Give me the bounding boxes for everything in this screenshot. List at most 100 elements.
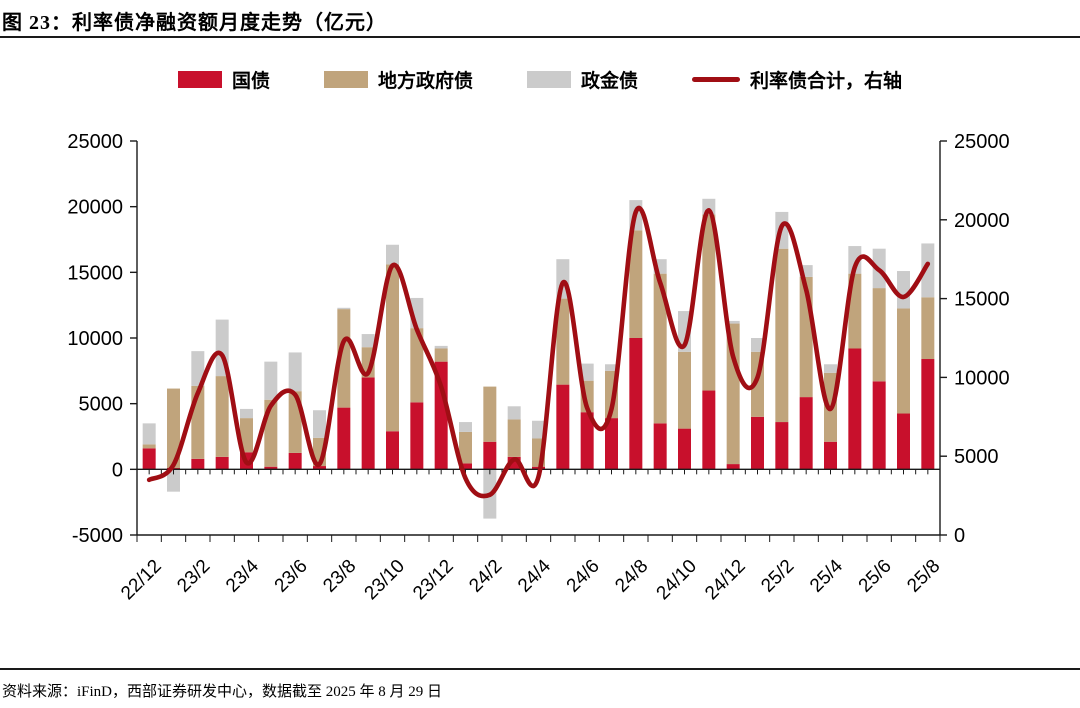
bar-segment-地方政府债 [459,431,472,464]
bar-segment-政金债 [799,265,813,277]
bar-segment-地方政府债 [434,348,448,362]
left-axis-tick-label: 0 [112,459,123,481]
figure-title: 图 23：利率债净融资额月度走势（亿元） [2,12,387,34]
bar-segment-地方政府债 [142,444,156,449]
bar-segment-地方政府债 [483,386,497,442]
bar-segment-国债 [653,423,667,470]
left-axis: 25000 20000 15000 10000 5000 0 -5000 [67,131,137,547]
source-divider [0,668,1080,670]
x-axis-tick-label: 23/6 [271,556,312,597]
bar-segment-地方政府债 [386,264,399,432]
bar-segment-国债 [848,348,862,470]
bar-segment-地方政府债 [167,388,180,469]
x-axis-tick-label: 24/8 [611,556,652,597]
x-axis-tick-label: 24/12 [701,556,749,604]
right-axis-tick-label: 15000 [954,289,1010,311]
bar-segment-国债 [142,448,156,470]
bar-segment-地方政府债 [897,308,910,414]
left-axis-tick-label: 25000 [67,131,123,153]
bar-segment-地方政府债 [410,328,424,403]
bar-segment-国债 [313,466,326,470]
bar-segment-政金债 [386,244,399,265]
bar-segment-地方政府债 [872,288,886,382]
legend-label-total-line: 利率债合计，右轴 [750,71,903,92]
bar-segment-地方政府债 [726,323,740,465]
x-axis-tick-label: 24/2 [465,556,506,597]
bar-segment-国债 [629,338,643,470]
bar-segment-政金债 [824,364,837,373]
bar-segment-地方政府债 [653,273,667,424]
legend-item-localgov: 地方政府债 [323,66,473,93]
x-axis-tick-label: 25/6 [855,556,896,597]
x-axis-tick-label: 23/10 [361,556,409,604]
bar-segment-国债 [288,452,302,470]
bar-segment-政金债 [751,338,764,352]
legend-label-localgov: 地方政府债 [377,71,473,92]
bar-segment-政金债 [191,351,205,386]
bar-segment-政金债 [142,423,156,445]
bar-segment-政金债 [288,352,302,392]
bars-layer [142,198,935,519]
total-line-swatch [692,77,741,82]
bar-segment-国债 [872,381,886,470]
bar-segment-政金债 [264,361,278,400]
bar-segment-国债 [702,390,716,470]
bar-segment-政金债 [361,334,375,348]
bar-segment-国债 [410,402,424,470]
bar-segment-政金债 [848,246,862,274]
x-axis-tick-label: 23/12 [409,556,457,604]
x-axis-tick-label: 25/4 [806,555,847,596]
left-axis-tick-label: 20000 [67,197,123,219]
right-axis-tick-label: 0 [954,525,965,547]
legend-item-treasury: 国债 [177,66,270,93]
bar-segment-地方政府债 [921,297,935,360]
bar-segment-国债 [191,458,205,470]
bar-segment-地方政府债 [337,309,351,408]
bar-segment-国债 [726,464,740,470]
bar-segment-国债 [434,361,448,470]
bar-segment-地方政府债 [215,376,229,457]
left-axis-tick-label: 10000 [67,328,123,350]
chart-legend: 国债 地方政府债 政金债 利率债合计，右轴 [0,66,1080,93]
bar-segment-政金债 [240,408,253,419]
x-axis-tick-label: 23/8 [319,556,360,597]
bar-segment-政金债 [726,320,740,324]
left-axis-tick-label: 15000 [67,262,123,284]
bar-segment-政金债 [532,420,545,439]
bar-segment-地方政府债 [629,230,643,338]
source-note: 资料来源：iFinD，西部证券研发中心，数据截至 2025 年 8 月 29 日 [2,684,443,700]
right-axis-tick-label: 10000 [954,367,1010,389]
bar-segment-国债 [580,412,594,470]
x-axis-tick-label: 23/2 [173,556,214,597]
x-axis-labels: 22/12 23/2 23/4 23/6 23/8 23/10 23/12 24/2 24/4 2… [117,555,944,604]
bar-segment-地方政府债 [702,214,716,391]
bar-segment-国债 [264,466,278,470]
bar-segment-政金债 [897,271,910,309]
title-divider [0,36,1080,38]
bar-segment-政金债 [459,422,472,432]
x-axis-tick-label: 24/6 [563,556,604,597]
bar-segment-地方政府债 [240,418,253,453]
bar-segment-政金债 [313,410,326,438]
bar-segment-国债 [361,377,375,470]
bar-segment-国债 [337,407,351,470]
x-axis-tick-label: 25/8 [903,556,944,597]
bar-segment-国债 [386,431,399,470]
bar-segment-政金债 [507,406,521,420]
bar-segment-政金债 [167,469,180,492]
bar-segment-地方政府债 [507,419,521,457]
bar-segment-国债 [556,384,570,470]
x-axis-tick-label: 25/2 [757,556,798,597]
bar-segment-地方政府债 [556,298,570,385]
legend-item-policybank: 政金债 [527,66,638,93]
policybank-swatch [527,71,571,88]
bar-segment-政金债 [337,307,351,310]
left-axis-tick-label: -5000 [72,525,123,547]
bar-segment-政金债 [580,363,594,381]
x-axis-tick-label: 24/4 [514,555,555,596]
localgov-swatch [323,71,368,88]
right-axis-tick-label: 20000 [954,210,1010,232]
